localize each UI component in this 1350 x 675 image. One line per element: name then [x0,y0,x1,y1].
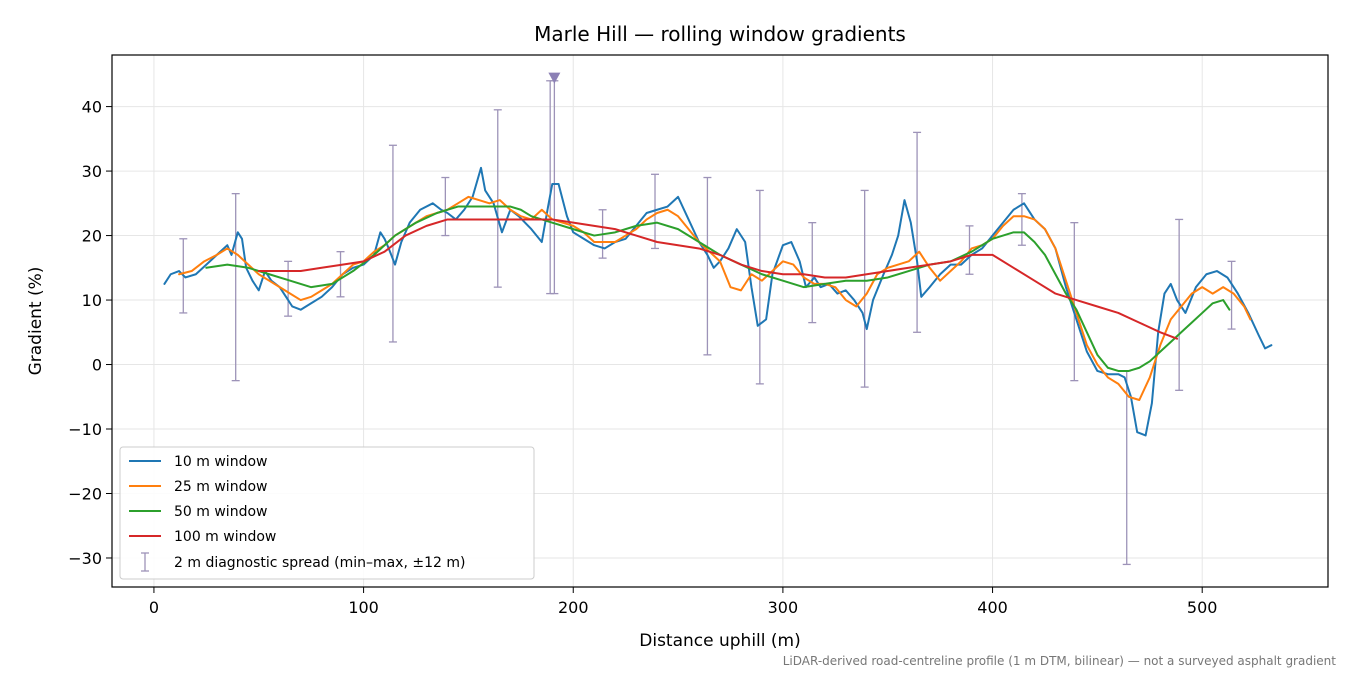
y-axis-label: Gradient (%) [26,267,46,376]
y-tick-label: −30 [68,549,102,568]
errorbar [703,176,712,356]
errorbar [860,189,869,388]
errorbar [913,131,922,333]
legend-label-100m: 100 m window [174,529,276,545]
errorbar [493,109,502,288]
y-tick-label: −20 [68,484,102,503]
series-line [205,205,1231,372]
plot-frame [111,54,1329,588]
y-tick-label: 20 [82,227,102,246]
chart-title: Marle Hill — rolling window gradients [534,22,906,46]
errorbar [1227,260,1236,330]
y-tick-label: −10 [68,420,102,439]
errorbar [336,251,345,298]
legend-swatch-errorbar [141,552,149,572]
y-tick-label: 40 [82,98,102,117]
errorbar [441,176,450,237]
clipped-marker-group [548,72,561,84]
legend-label-50m: 50 m window [174,504,267,520]
legend-label-10m: 10 m window [174,454,267,470]
legend-label-errorbar: 2 m diagnostic spread (min–max, ±12 m) [174,555,465,571]
errorbar [1017,192,1026,246]
errorbar [231,192,240,382]
clipped-value-marker [548,72,561,84]
footnote: LiDAR-derived road-centreline profile (1… [783,654,1337,668]
x-tick-label: 0 [149,598,159,617]
errorbar [808,222,817,324]
y-tick-label: 0 [92,356,102,375]
x-tick-label: 300 [768,598,799,617]
y-axis-ticks: −30 −20 −10 0 10 20 30 40 [68,98,112,568]
y-tick-label: 10 [82,291,102,310]
series-group [163,166,1273,437]
errorbar [388,144,397,343]
errorbar [1070,222,1079,382]
x-tick-label: 200 [558,598,589,617]
x-axis-label: Distance uphill (m) [639,631,800,651]
series-line [163,166,1273,437]
y-tick-label: 30 [82,162,102,181]
series-line [257,218,1179,340]
x-axis-ticks: 0 100 200 300 400 500 [149,587,1218,617]
legend-label-25m: 25 m window [174,479,267,495]
x-tick-label: 100 [348,598,379,617]
legend-box [119,446,535,580]
legend: 10 m window 25 m window 50 m window 100 … [119,446,535,580]
x-tick-label: 500 [1187,598,1218,617]
x-tick-label: 400 [977,598,1008,617]
errorbar [755,189,764,385]
